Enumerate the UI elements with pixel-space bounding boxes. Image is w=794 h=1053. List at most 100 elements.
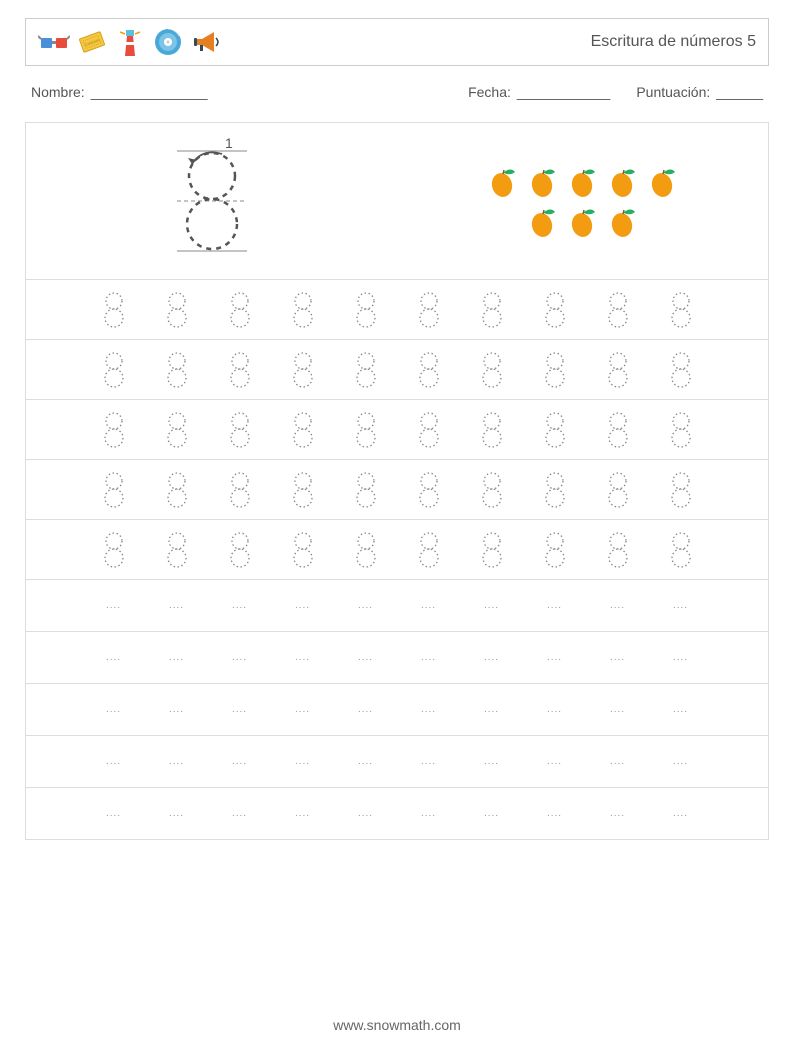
blank-cell: .... [292,808,314,819]
blank-cell: .... [670,756,692,767]
blank-marker: .... [547,600,562,611]
trace-digit-8 [166,351,188,389]
blank-cell: .... [103,808,125,819]
cd-disc-icon [152,26,184,58]
trace-digit-8 [166,411,188,449]
blank-cell: .... [355,808,377,819]
trace-digit-8 [544,411,566,449]
blank-cell: .... [544,808,566,819]
date-blank: ____________ [517,84,610,100]
blank-marker: .... [106,600,121,611]
trace-digit-8 [418,411,440,449]
blank-marker: .... [610,704,625,715]
trace-digit-8 [292,411,314,449]
trace-digit-8 [355,471,377,509]
blank-marker: .... [295,652,310,663]
blank-cell: .... [229,600,251,611]
blank-marker: .... [295,704,310,715]
trace-digit-8 [229,531,251,569]
blank-marker: .... [673,600,688,611]
trace-digit-8 [229,291,251,329]
blank-cell: .... [166,704,188,715]
blank-cell: .... [229,808,251,819]
blank-marker: .... [610,756,625,767]
trace-digit-8 [355,411,377,449]
blank-marker: .... [484,704,499,715]
trace-digit-8 [607,531,629,569]
blank-marker: .... [610,600,625,611]
trace-digit-8 [355,291,377,329]
name-label: Nombre: [31,84,85,100]
trace-digit-8 [103,351,125,389]
blank-cell: .... [166,756,188,767]
blank-marker: .... [106,704,121,715]
mango-icon [567,204,599,238]
trace-digit-8 [481,471,503,509]
blank-cell: .... [607,600,629,611]
blank-marker: .... [547,808,562,819]
blank-marker: .... [421,756,436,767]
trace-digit-8 [418,471,440,509]
practice-row-blank: ........................................ [25,632,769,684]
blank-marker: .... [169,704,184,715]
blank-marker: .... [673,704,688,715]
trace-digit-8 [607,411,629,449]
blank-marker: .... [232,704,247,715]
worksheet-page: CINEMA [0,0,794,858]
blank-cell: .... [292,704,314,715]
practice-row-blank: ........................................ [25,580,769,632]
score-blank: ______ [716,84,763,100]
blank-cell: .... [418,704,440,715]
blank-marker: .... [106,652,121,663]
practice-row-traced [25,340,769,400]
blank-cell: .... [292,756,314,767]
mango-row-1 [487,164,679,198]
blank-marker: .... [610,808,625,819]
blank-cell: .... [481,808,503,819]
blank-marker: .... [169,600,184,611]
blank-marker: .... [358,704,373,715]
blank-cell: .... [481,704,503,715]
blank-marker: .... [547,652,562,663]
megaphone-icon [190,26,222,58]
trace-digit-8 [355,351,377,389]
blank-cell: .... [418,808,440,819]
blank-marker: .... [232,652,247,663]
trace-digit-8 [103,411,125,449]
blank-cell: .... [481,652,503,663]
trace-digit-8 [544,351,566,389]
blank-marker: .... [484,756,499,767]
blank-marker: .... [358,600,373,611]
practice-grid: ........................................… [25,280,769,840]
blank-cell: .... [418,652,440,663]
blank-cell: .... [481,600,503,611]
trace-digit-8 [544,291,566,329]
demo-counting-objects [397,164,768,238]
practice-row-blank: ........................................ [25,788,769,840]
blank-cell: .... [607,704,629,715]
blank-marker: .... [232,808,247,819]
blank-cell: .... [355,652,377,663]
trace-digit-8 [607,471,629,509]
blank-marker: .... [547,704,562,715]
trace-digit-8 [670,471,692,509]
trace-digit-8 [481,411,503,449]
trace-digit-8 [544,471,566,509]
trace-digit-8 [355,531,377,569]
header-box: CINEMA [25,18,769,66]
trace-digit-8 [166,291,188,329]
blank-marker: .... [169,652,184,663]
trace-digit-8 [103,291,125,329]
blank-marker: .... [169,808,184,819]
blank-cell: .... [166,652,188,663]
blank-marker: .... [421,600,436,611]
lighthouse-icon [114,26,146,58]
blank-cell: .... [103,756,125,767]
trace-digit-8 [166,471,188,509]
stroke-label: 1 [225,136,233,151]
blank-cell: .... [103,704,125,715]
practice-row-blank: ........................................ [25,736,769,788]
trace-digit-8 [418,291,440,329]
blank-marker: .... [106,756,121,767]
footer-text: www.snowmath.com [333,1017,461,1033]
